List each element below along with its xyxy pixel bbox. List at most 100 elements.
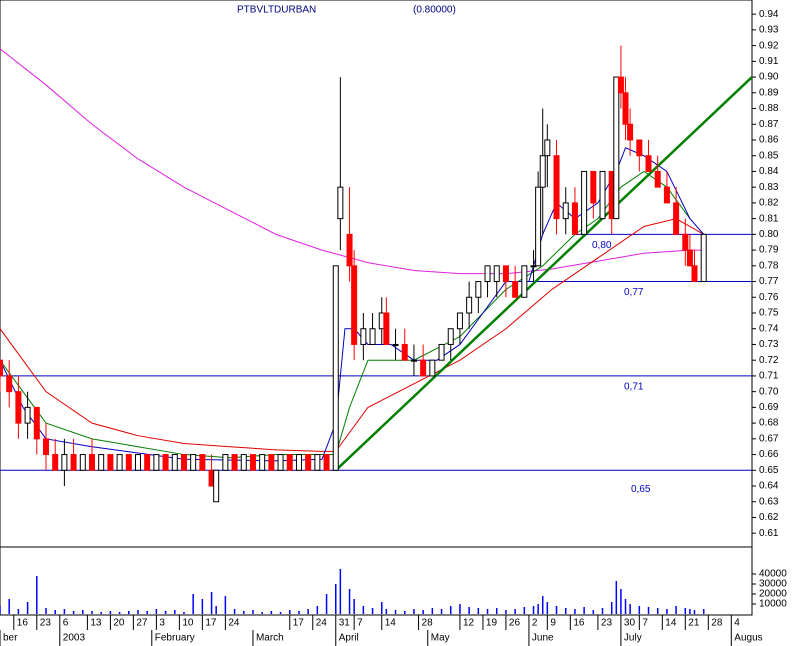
y-tick-label: 0.63 (759, 496, 779, 507)
candle-body (617, 76, 624, 94)
candle-body (24, 406, 31, 424)
x-tick-label: 14 (385, 618, 397, 629)
candle-body (107, 454, 114, 471)
y-tick-label: 0.94 (759, 9, 779, 20)
candle-body (15, 391, 22, 424)
candle-body (663, 186, 670, 204)
y-tick-label: 0.87 (759, 119, 779, 130)
candle-body (222, 454, 229, 471)
candle-body (392, 343, 399, 346)
x-tick-label: 26 (509, 618, 521, 629)
level-label: 0,65 (631, 484, 651, 495)
candle-body (429, 359, 436, 377)
candle-body (116, 454, 123, 471)
candle-body (286, 454, 293, 471)
x-tick-label: 6 (63, 618, 69, 629)
x-tick-label: 21 (688, 618, 700, 629)
chart-title: PTBVLTDURBAN (237, 5, 316, 16)
x-tick-label: 31 (339, 618, 351, 629)
candle-body (346, 233, 353, 267)
y-tick-label: 0.76 (759, 292, 779, 303)
candle-body (493, 265, 500, 283)
candle-body (539, 155, 546, 188)
candle-body (512, 281, 519, 298)
candle-body (199, 454, 206, 471)
candle-body (590, 170, 597, 204)
y-tick-label: 0.83 (759, 182, 779, 193)
candle-body (627, 123, 634, 141)
chart-subtitle: (0.80000) (413, 5, 456, 16)
candle-body (420, 359, 427, 377)
x-tick-label: 16 (573, 618, 585, 629)
candle-body (636, 139, 643, 157)
month-label: February (155, 633, 195, 644)
x-tick-label: 27 (136, 618, 148, 629)
candle-body (530, 265, 537, 268)
month-label: May (431, 633, 450, 644)
candle-body (79, 454, 86, 471)
moving-average (0, 218, 704, 452)
candle-body (410, 359, 417, 362)
candle-body (52, 454, 59, 471)
level-label: 0,71 (624, 382, 644, 393)
candle-body (337, 186, 344, 220)
x-tick-label: 20 (113, 618, 125, 629)
candle-body (622, 92, 629, 125)
trendline (334, 76, 753, 472)
candle-body (277, 454, 284, 471)
candle-body (6, 375, 13, 393)
y-tick-label: 0.65 (759, 465, 779, 476)
candle-body (153, 454, 160, 471)
candle-body (305, 454, 312, 471)
candle-body (456, 312, 463, 330)
candle-body (180, 454, 187, 471)
candle-body (484, 265, 491, 283)
candle-body (240, 454, 247, 471)
y-tick-label: 0.61 (759, 528, 779, 539)
y-tick-label: 0.68 (759, 418, 779, 429)
x-tick-label: 10 (182, 618, 194, 629)
candle-body (33, 406, 40, 440)
y-tick-label: 0.67 (759, 433, 779, 444)
candle-body (61, 454, 68, 471)
x-tick-label: 16 (17, 618, 29, 629)
candle-body (213, 469, 220, 503)
candle-body (332, 265, 339, 471)
y-tick-label: 0.84 (759, 166, 779, 177)
level-label: 0,77 (624, 287, 644, 298)
volume-tick-label: 20000 (759, 589, 787, 600)
candle-body (268, 454, 275, 471)
y-tick-label: 0.89 (759, 87, 779, 98)
moving-average (0, 147, 705, 462)
candle-body (401, 343, 408, 361)
candle-body (369, 328, 376, 345)
candle-body (521, 265, 528, 298)
candle-body (562, 202, 569, 220)
x-tick-label: 3 (159, 618, 165, 629)
month-label: March (256, 633, 284, 644)
y-tick-label: 0.82 (759, 198, 779, 209)
x-tick-label: 2 (532, 618, 538, 629)
y-tick-label: 0.78 (759, 260, 779, 271)
x-tick-label: 28 (422, 618, 434, 629)
candle-body (535, 186, 542, 267)
volume-tick-label: 30000 (759, 579, 787, 590)
candle-body (544, 139, 551, 157)
candle-body (190, 454, 197, 471)
candle-body (691, 265, 698, 283)
x-tick-label: 17 (293, 618, 305, 629)
y-tick-label: 0.91 (759, 56, 779, 67)
candle-body (466, 296, 473, 314)
candle-body (171, 454, 178, 471)
candle-body (383, 312, 390, 345)
candle-body (571, 202, 578, 235)
candle-body (447, 328, 454, 345)
candle-body (42, 438, 49, 456)
candle-body (144, 454, 151, 471)
y-tick-label: 0.88 (759, 103, 779, 114)
candle-body (259, 454, 266, 471)
y-tick-label: 0.85 (759, 150, 779, 161)
month-label: 2003 (63, 633, 86, 644)
x-tick-label: 7 (642, 618, 648, 629)
